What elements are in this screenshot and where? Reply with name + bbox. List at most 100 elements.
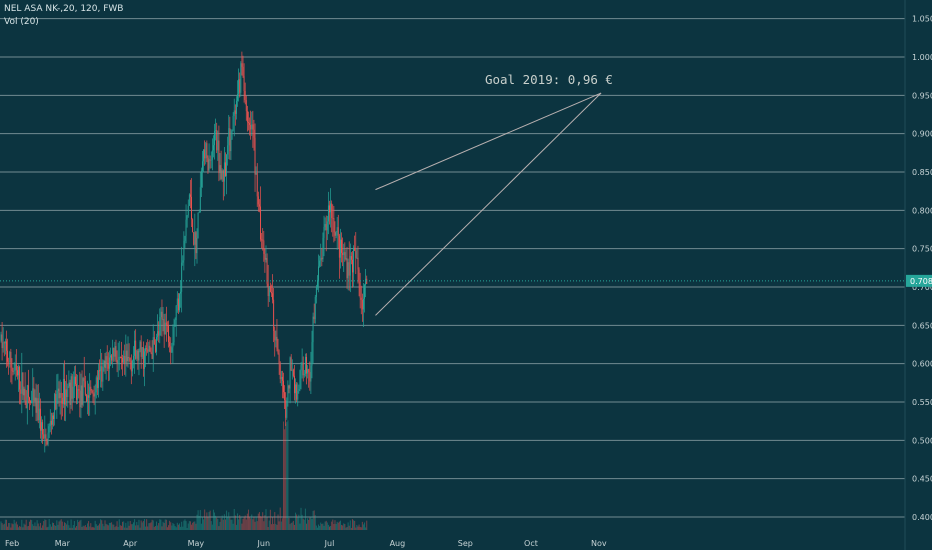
candle-body[interactable]: [124, 355, 126, 364]
candle-body[interactable]: [151, 352, 153, 359]
candle-body[interactable]: [180, 291, 182, 294]
candle-body[interactable]: [269, 286, 271, 293]
candle-body[interactable]: [11, 367, 13, 372]
candle-body[interactable]: [195, 232, 197, 254]
candle-body[interactable]: [245, 100, 247, 112]
candle-body[interactable]: [164, 322, 166, 335]
candle-body[interactable]: [59, 392, 61, 399]
candle-body[interactable]: [354, 247, 356, 251]
candle-body[interactable]: [203, 149, 205, 162]
candle-body[interactable]: [204, 149, 206, 159]
candle-body[interactable]: [228, 128, 230, 146]
candle-body[interactable]: [256, 172, 258, 197]
candle-body[interactable]: [101, 366, 103, 382]
candle-body[interactable]: [54, 394, 56, 419]
candle-body[interactable]: [241, 63, 243, 67]
candle-body[interactable]: [193, 232, 195, 245]
candle-body[interactable]: [91, 390, 93, 393]
candle-body[interactable]: [131, 360, 133, 372]
candle-body[interactable]: [37, 398, 39, 421]
candle-body[interactable]: [188, 194, 190, 206]
candle-body[interactable]: [95, 377, 97, 393]
candle-body[interactable]: [174, 320, 176, 327]
candle-body[interactable]: [115, 346, 117, 360]
candle-body[interactable]: [192, 219, 194, 233]
candle-body[interactable]: [176, 298, 178, 306]
candle-body[interactable]: [333, 218, 335, 233]
candle-body[interactable]: [49, 420, 51, 427]
candle-body[interactable]: [125, 350, 127, 364]
candle-body[interactable]: [307, 369, 309, 374]
time-axis[interactable]: Feb Mar Apr May Jun Jul Aug Sep Oct Nov: [5, 539, 607, 548]
candle-body[interactable]: [279, 364, 281, 380]
candle-body[interactable]: [289, 357, 291, 389]
candle-body[interactable]: [1, 334, 3, 349]
candle-body[interactable]: [301, 362, 303, 366]
candle-body[interactable]: [36, 398, 38, 413]
candle-body[interactable]: [143, 351, 145, 369]
candle-body[interactable]: [298, 388, 300, 391]
candle-body[interactable]: [272, 293, 274, 300]
candle-body[interactable]: [89, 386, 91, 398]
candle-body[interactable]: [186, 215, 188, 220]
candle-body[interactable]: [105, 356, 107, 368]
candle-body[interactable]: [258, 204, 260, 207]
candle-body[interactable]: [9, 352, 11, 363]
candle-body[interactable]: [198, 212, 200, 213]
candle-body[interactable]: [212, 145, 214, 151]
candle-body[interactable]: [217, 140, 219, 151]
candle-body[interactable]: [61, 397, 63, 404]
candle-body[interactable]: [22, 372, 24, 396]
candle-body[interactable]: [361, 299, 363, 310]
candle-body[interactable]: [139, 341, 141, 349]
candle-body[interactable]: [341, 239, 342, 253]
candle-body[interactable]: [107, 363, 109, 369]
candle-body[interactable]: [353, 247, 355, 273]
candle-body[interactable]: [349, 256, 351, 276]
candle-body[interactable]: [220, 165, 222, 179]
candle-body[interactable]: [238, 79, 240, 95]
candle-body[interactable]: [56, 390, 58, 410]
candle-body[interactable]: [197, 212, 199, 239]
candle-body[interactable]: [215, 130, 217, 131]
candle-body[interactable]: [344, 252, 346, 260]
candle-body[interactable]: [43, 434, 45, 439]
candle-body[interactable]: [311, 342, 313, 366]
candle-body[interactable]: [82, 378, 84, 405]
candle-body[interactable]: [3, 342, 5, 344]
candle-body[interactable]: [214, 130, 215, 146]
trend-line[interactable]: [375, 92, 602, 316]
candle-body[interactable]: [60, 392, 62, 398]
candle-body[interactable]: [261, 239, 263, 241]
candle-body[interactable]: [191, 196, 192, 220]
candle-body[interactable]: [189, 194, 191, 197]
candle-body[interactable]: [87, 395, 88, 402]
candle-body[interactable]: [134, 340, 136, 356]
candle-body[interactable]: [253, 129, 255, 138]
candle-body[interactable]: [233, 110, 235, 116]
candle-body[interactable]: [277, 348, 279, 354]
candle-body[interactable]: [73, 376, 75, 387]
candle-body[interactable]: [20, 389, 22, 394]
candle-body[interactable]: [85, 394, 87, 402]
candle-body[interactable]: [80, 385, 82, 408]
candle-body[interactable]: [170, 346, 172, 353]
candle-body[interactable]: [140, 341, 142, 357]
candle-body[interactable]: [210, 159, 212, 161]
candle-body[interactable]: [136, 350, 138, 359]
candle-body[interactable]: [360, 297, 362, 300]
candle-body[interactable]: [255, 172, 257, 175]
candle-body[interactable]: [216, 130, 218, 151]
candle-body[interactable]: [122, 357, 123, 363]
candle-body[interactable]: [300, 365, 302, 371]
candle-body[interactable]: [46, 439, 48, 445]
candle-body[interactable]: [182, 260, 184, 263]
candle-body[interactable]: [317, 280, 318, 288]
candle-body[interactable]: [41, 422, 42, 431]
candle-body[interactable]: [359, 281, 361, 298]
candle-body[interactable]: [338, 235, 340, 258]
candle-body[interactable]: [303, 373, 305, 376]
candle-body[interactable]: [288, 385, 290, 389]
candle-body[interactable]: [319, 260, 321, 267]
candle-body[interactable]: [290, 357, 292, 371]
